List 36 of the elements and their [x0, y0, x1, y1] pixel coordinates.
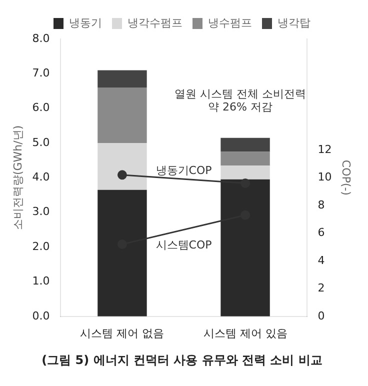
y2-axis-title: COP(-)	[340, 160, 353, 196]
series-label: 냉동기COP	[156, 164, 212, 177]
y2-tick-label: 0	[318, 309, 325, 322]
bar	[98, 70, 147, 88]
point	[117, 170, 127, 180]
y-tick-label: 8.0	[32, 32, 50, 45]
annotation: 열원 시스템 전체 소비전력 약 26% 저감	[174, 87, 306, 114]
legend-label: 냉각수펌프	[128, 16, 182, 30]
y2-tick-label: 10	[318, 170, 332, 184]
y2-tick-label: 8	[318, 198, 325, 212]
y-tick-label: 5.0	[32, 136, 50, 149]
x-tick-label: 시스템 제어 없음	[80, 326, 164, 340]
y-axis-title: 소비전력량(GWh/년)	[11, 125, 24, 230]
bar	[98, 143, 147, 190]
bar	[220, 166, 270, 180]
y-tick-label: 1.0	[32, 274, 50, 288]
y-tick-label: 0.0	[32, 309, 50, 322]
text: (그림 5) 에너지 컨덕터 사용 유무와 전력 소비 비교	[42, 352, 322, 367]
y-tick-label: 7.0	[32, 66, 50, 80]
legend-label: 냉동기	[69, 16, 102, 30]
series-label: 시스템COP	[156, 238, 212, 252]
x-tick-label: 시스템 제어 있음	[203, 326, 288, 340]
y-tick-label: 4.0	[32, 170, 50, 184]
bar	[220, 152, 270, 166]
y2-tick-label: 2	[318, 282, 325, 295]
y2-tick-label: 4	[318, 254, 325, 267]
legend-label: 냉각탑	[278, 16, 310, 30]
legend-label: 냉수펌프	[208, 16, 252, 30]
y2-tick-label: 12	[318, 142, 332, 156]
y2-tick-label: 6	[318, 226, 325, 240]
y-tick-label: 2.0	[32, 240, 50, 253]
bar	[98, 88, 147, 144]
y-tick-label: 3.0	[32, 205, 50, 218]
point	[240, 178, 250, 188]
y-tick-label: 6.0	[32, 101, 50, 114]
bar	[220, 138, 270, 152]
